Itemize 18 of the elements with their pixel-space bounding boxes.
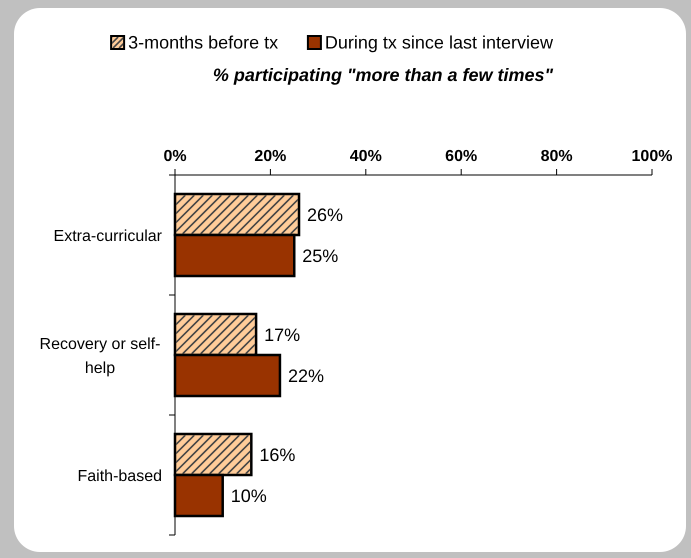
x-tick-label: 80%	[540, 148, 573, 165]
y-tick-label: Extra-curricular	[54, 228, 163, 245]
x-tick-label: 40%	[350, 148, 382, 165]
legend-label: During tx since last interview	[324, 32, 554, 52]
x-tick-label: 20%	[254, 148, 286, 165]
x-tick-label: 100%	[632, 148, 672, 165]
x-tick-label: 60%	[445, 148, 478, 165]
chart-title: % participating "more than a few times"	[212, 65, 554, 85]
x-tick-label: 0%	[163, 148, 187, 165]
data-label: 16%	[259, 444, 296, 465]
data-label: 25%	[302, 246, 338, 266]
y-tick-label: Faith-based	[78, 468, 162, 485]
data-label: 10%	[230, 486, 267, 506]
data-label: 26%	[307, 204, 344, 225]
legend-label: 3-months before tx	[128, 32, 278, 52]
y-tick-label: Recovery or self-help	[40, 336, 160, 377]
data-label: 17%	[264, 324, 300, 345]
data-label: 22%	[288, 366, 324, 386]
